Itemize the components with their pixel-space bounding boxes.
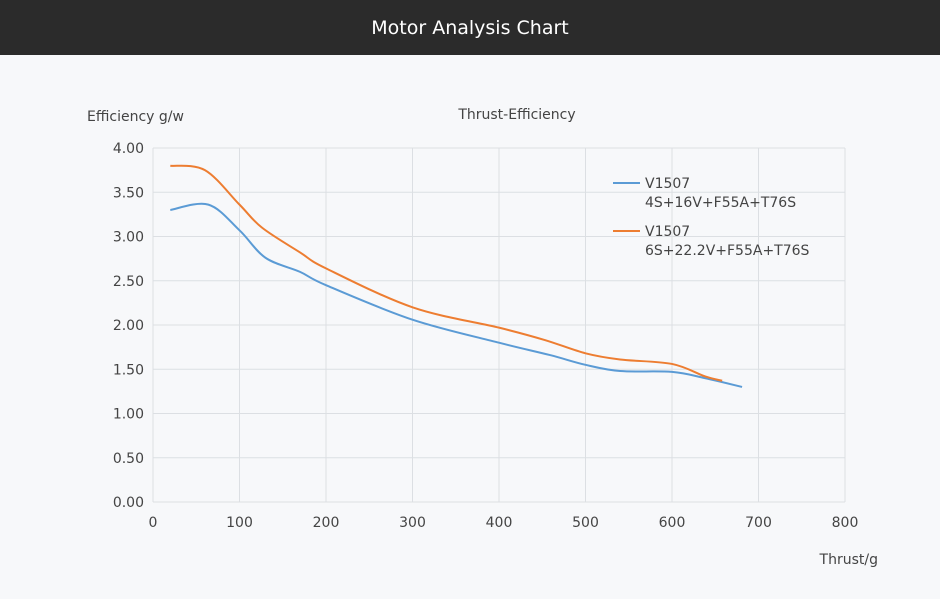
- x-tick-label: 700: [745, 515, 772, 531]
- header-bar: Motor Analysis Chart: [0, 0, 940, 55]
- x-tick-label: 200: [313, 515, 340, 531]
- y-tick-label: 0.00: [113, 495, 144, 511]
- y-tick-label: 1.00: [113, 407, 144, 423]
- x-tick-label: 500: [572, 515, 599, 531]
- legend-label: 4S+16V+F55A+T76S: [645, 195, 796, 211]
- x-tick-label: 300: [399, 515, 426, 531]
- y-tick-label: 2.00: [113, 318, 144, 334]
- y-tick-label: 3.50: [113, 185, 144, 201]
- y-tick-label: 2.50: [113, 274, 144, 290]
- y-tick-label: 0.50: [113, 451, 144, 467]
- legend-label: V1507: [645, 224, 690, 240]
- x-tick-label: 600: [659, 515, 686, 531]
- legend-label: 6S+22.2V+F55A+T76S: [645, 243, 810, 259]
- x-tick-label: 400: [486, 515, 513, 531]
- y-tick-label: 3.00: [113, 230, 144, 246]
- x-tick-label: 0: [149, 515, 158, 531]
- y-tick-label: 4.00: [113, 141, 144, 157]
- chart-title: Thrust-Efficiency: [457, 107, 575, 123]
- x-tick-label: 100: [226, 515, 253, 531]
- x-axis-label: Thrust/g: [819, 552, 878, 568]
- page-title: Motor Analysis Chart: [371, 16, 569, 39]
- series-line-0: [170, 202, 743, 388]
- series-line-1: [170, 164, 723, 382]
- legend-label: V1507: [645, 176, 690, 192]
- y-tick-label: 1.50: [113, 362, 144, 378]
- x-tick-label: 800: [832, 515, 859, 531]
- y-axis-label: Efficiency g/w: [87, 109, 184, 125]
